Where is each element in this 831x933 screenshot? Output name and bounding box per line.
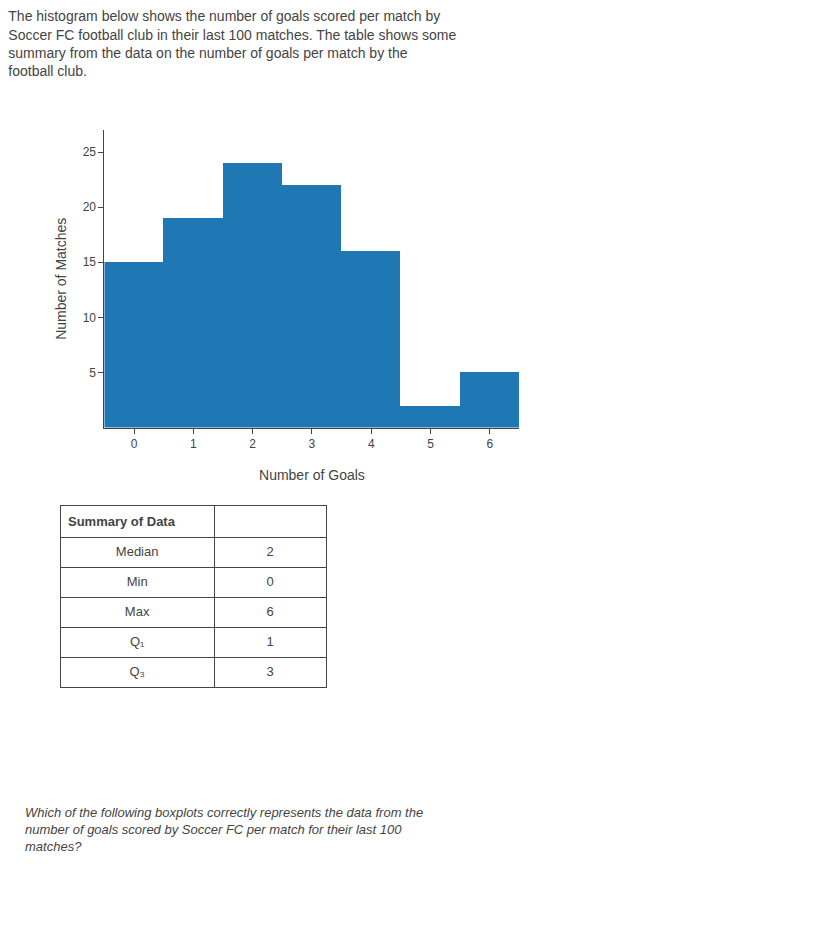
- svg-text:1: 1: [190, 437, 197, 451]
- svg-text:Max: Max: [125, 604, 150, 619]
- svg-text:15: 15: [83, 255, 97, 269]
- svg-text:Q₁: Q₁: [130, 634, 145, 649]
- svg-text:1: 1: [267, 634, 274, 649]
- svg-text:4: 4: [368, 437, 375, 451]
- svg-text:5: 5: [89, 366, 96, 380]
- svg-text:0: 0: [131, 437, 138, 451]
- svg-text:2: 2: [267, 544, 274, 559]
- svg-text:6: 6: [486, 437, 493, 451]
- svg-text:Number of Goals: Number of Goals: [259, 467, 365, 483]
- svg-text:6: 6: [267, 604, 274, 619]
- svg-text:The histogram below shows the: The histogram below shows the number of …: [8, 8, 456, 79]
- svg-text:Q₃: Q₃: [129, 664, 144, 679]
- svg-text:2: 2: [249, 437, 256, 451]
- svg-text:25: 25: [83, 145, 97, 159]
- svg-text:Number of Matches: Number of Matches: [53, 218, 69, 340]
- svg-text:5: 5: [427, 437, 434, 451]
- svg-text:3: 3: [267, 664, 274, 679]
- svg-text:Which of the following boxplot: Which of the following boxplots correctl…: [25, 805, 423, 854]
- svg-text:Min: Min: [127, 574, 148, 589]
- svg-text:0: 0: [267, 574, 274, 589]
- svg-text:Median: Median: [116, 544, 159, 559]
- svg-text:20: 20: [83, 200, 97, 214]
- svg-text:10: 10: [83, 311, 97, 325]
- svg-text:Summary of Data: Summary of Data: [68, 514, 176, 529]
- svg-text:3: 3: [309, 437, 316, 451]
